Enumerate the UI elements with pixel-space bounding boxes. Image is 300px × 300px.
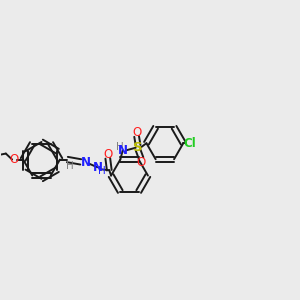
Text: H: H: [98, 167, 105, 176]
Text: O: O: [136, 156, 146, 169]
Text: N: N: [93, 161, 103, 174]
Text: N: N: [118, 144, 128, 157]
Text: N: N: [81, 156, 91, 169]
Text: H: H: [66, 161, 74, 171]
Text: O: O: [10, 153, 19, 166]
Text: O: O: [103, 148, 112, 161]
Text: S: S: [133, 141, 143, 154]
Text: O: O: [132, 126, 141, 139]
Text: H: H: [116, 142, 124, 152]
Text: Cl: Cl: [184, 137, 196, 150]
